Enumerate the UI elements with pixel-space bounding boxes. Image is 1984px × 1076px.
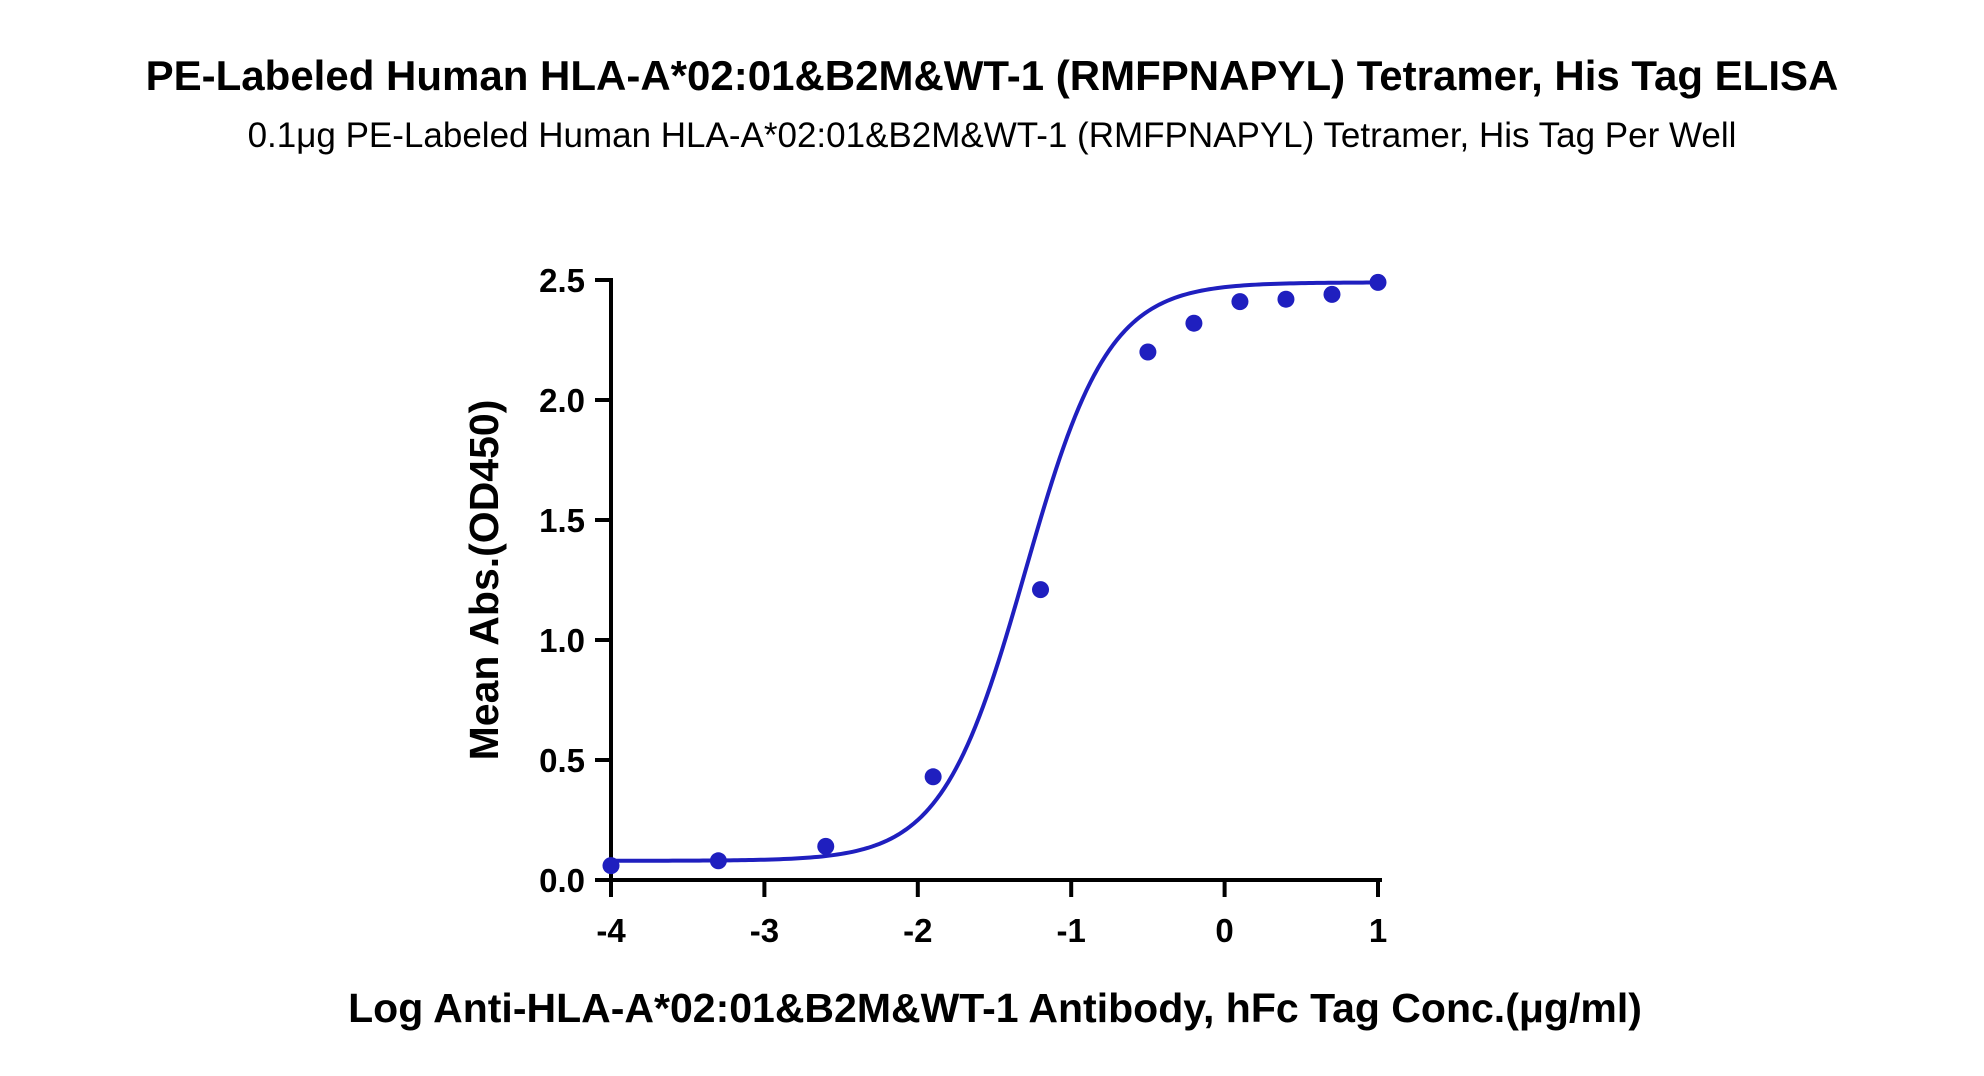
y-tick-label: 1.0: [539, 622, 585, 659]
y-ticks: 0.0 0.5 1.0 1.5 2.0 2.5: [539, 262, 611, 899]
x-axis-title: Log Anti-HLA-A*02:01&B2M&WT-1 Antibody, …: [348, 985, 1642, 1031]
data-point: [602, 857, 620, 875]
y-tick-label: 1.5: [539, 502, 585, 539]
chart-title: PE-Labeled Human HLA-A*02:01&B2M&WT-1 (R…: [145, 52, 1839, 99]
data-point: [924, 768, 942, 786]
y-tick-label: 0.5: [539, 742, 585, 779]
chart-subtitle: 0.1μg PE-Labeled Human HLA-A*02:01&B2M&W…: [247, 116, 1737, 155]
y-tick-label: 0.0: [539, 862, 585, 899]
y-tick-label: 2.5: [539, 262, 585, 299]
x-tick-label: -1: [1057, 912, 1086, 949]
data-point: [709, 852, 727, 870]
x-tick-label: 1: [1369, 912, 1387, 949]
x-tick-label: -4: [596, 912, 626, 949]
y-axis-title: Mean Abs.(OD450): [461, 400, 507, 761]
axes: [609, 278, 1382, 882]
x-tick-label: -3: [750, 912, 779, 949]
data-point: [1032, 581, 1050, 599]
data-point: [1185, 314, 1203, 332]
x-tick-label: -2: [903, 912, 932, 949]
data-point: [1231, 293, 1249, 311]
data-points: [602, 273, 1387, 875]
y-tick-label: 2.0: [539, 382, 585, 419]
x-ticks: -4 -3 -2 -1 0 1: [596, 880, 1387, 949]
data-point: [1139, 343, 1157, 361]
x-tick-label: 0: [1215, 912, 1233, 949]
data-point: [1277, 290, 1295, 308]
fit-curve-line: [611, 280, 1379, 863]
data-point: [1369, 273, 1387, 291]
data-point: [817, 837, 835, 855]
data-point: [1323, 285, 1341, 303]
